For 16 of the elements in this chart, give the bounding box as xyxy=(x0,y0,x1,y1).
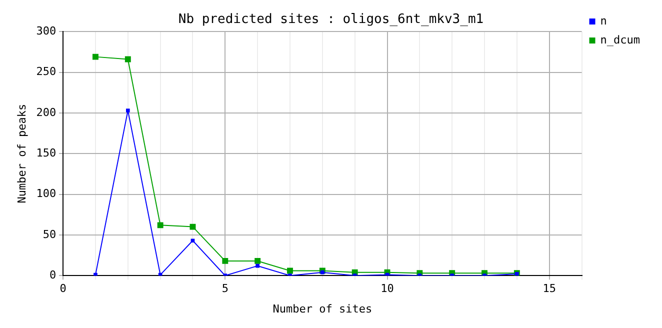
y-tick-label: 50 xyxy=(42,228,56,241)
legend-label: n xyxy=(600,14,607,28)
legend-label: n_dcum xyxy=(600,33,640,46)
y-axis-title: Number of peaks xyxy=(15,104,28,204)
x-tick-label: 10 xyxy=(380,282,394,296)
x-tick-label: 15 xyxy=(542,282,556,296)
x-tick-label: 0 xyxy=(60,282,66,296)
y-tick-label: 300 xyxy=(36,24,56,38)
y-tick-label: 250 xyxy=(36,65,56,78)
y-tick-label: 150 xyxy=(36,146,56,160)
y-tick-label: 100 xyxy=(36,187,56,200)
x-axis-title: Number of sites xyxy=(272,302,372,316)
x-tick-label: 5 xyxy=(222,282,228,296)
y-tick-label: 0 xyxy=(49,268,56,282)
y-tick-label: 200 xyxy=(36,106,56,119)
chart-title: Nb predicted sites : oligos_6nt_mkv3_m1 xyxy=(178,12,484,28)
